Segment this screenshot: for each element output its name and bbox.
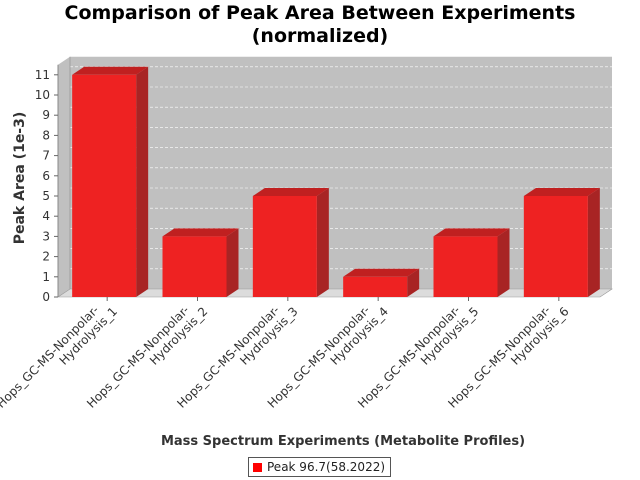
bar-side <box>226 228 239 297</box>
bar-side <box>316 188 329 297</box>
x-axis-label: Mass Spectrum Experiments (Metabolite Pr… <box>161 434 525 449</box>
bar-front <box>72 74 137 297</box>
y-tick-label: 2 <box>42 250 50 264</box>
chart-title: Comparison of Peak Area Between Experime… <box>0 2 640 48</box>
y-tick-label: 9 <box>42 108 50 122</box>
bar-front <box>433 236 498 297</box>
y-tick-label: 0 <box>42 290 50 304</box>
bar-front <box>162 236 227 297</box>
chart-title-line-2: (normalized) <box>251 25 389 47</box>
y-tick-label: 3 <box>42 229 50 243</box>
bar-top <box>523 188 600 196</box>
chart-title-line-1: Comparison of Peak Area Between Experime… <box>64 2 576 24</box>
x-tick-labels: Hops_GC-MS-Nonpolar-Hydrolysis_1Hops_GC-… <box>0 297 572 411</box>
bars <box>72 66 600 297</box>
bar <box>72 66 149 297</box>
bar-side <box>407 268 420 297</box>
legend-swatch <box>253 462 262 472</box>
y-tick-label: 4 <box>42 209 50 223</box>
y-tick-label: 5 <box>42 189 50 203</box>
legend-label: Peak 96.7(58.2022) <box>267 460 386 474</box>
bar-side <box>136 66 149 297</box>
bar-side <box>587 188 600 297</box>
bar-top <box>343 268 420 277</box>
y-tick-label: 10 <box>35 88 50 102</box>
y-tick-label: 6 <box>42 169 50 183</box>
bar-top <box>162 228 239 237</box>
bar <box>162 228 239 297</box>
bar-top <box>252 188 329 196</box>
y-tick-label: 7 <box>42 149 50 163</box>
bar-front <box>252 196 317 297</box>
legend: Peak 96.7(58.2022) <box>248 457 392 477</box>
bar-top <box>433 228 510 237</box>
bar-front <box>523 196 588 297</box>
bar-front <box>343 276 408 297</box>
y-tick-label: 8 <box>42 128 50 142</box>
bar-top <box>72 66 149 75</box>
bar <box>343 268 420 297</box>
y-tick-label: 1 <box>42 270 50 284</box>
bar <box>523 188 600 297</box>
grid-lines <box>70 66 612 270</box>
y-tick-label: 11 <box>35 68 50 82</box>
y-tick-labels: 0 1 2 3 4 5 6 7 8 9 10 11 <box>35 68 58 304</box>
bar <box>433 228 510 297</box>
axes <box>57 56 71 297</box>
bar-side <box>497 228 510 297</box>
bar <box>252 188 329 297</box>
y-axis-label: Peak Area (1e-3) <box>12 112 28 245</box>
